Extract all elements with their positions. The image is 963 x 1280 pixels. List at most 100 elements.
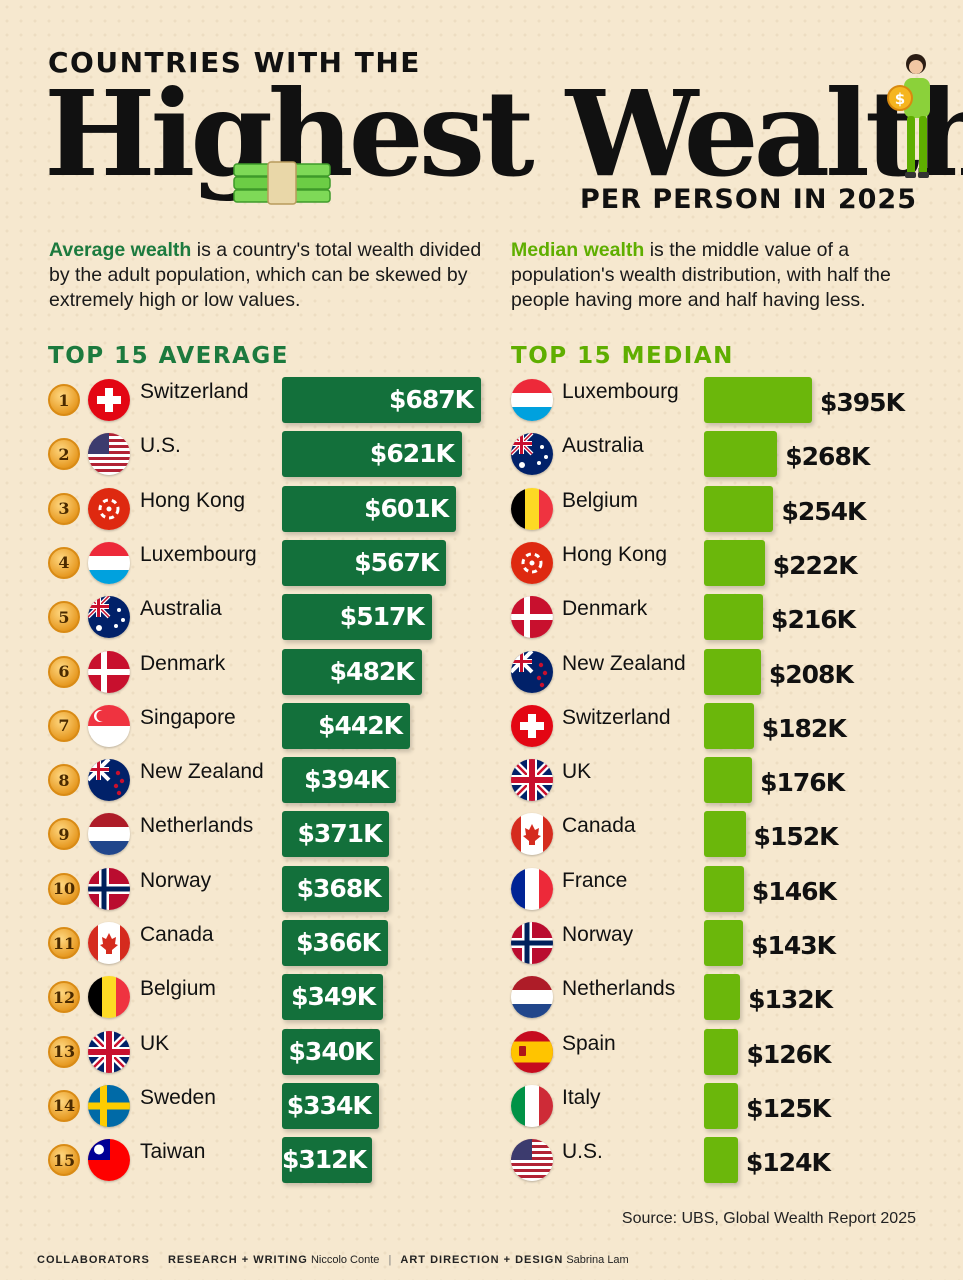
country-label: New Zealand	[140, 760, 264, 784]
flag-hk-icon	[88, 487, 130, 530]
rank-badge: 1	[48, 384, 80, 416]
research-name: Niccolo Conte	[310, 1254, 380, 1266]
rank-badge: 5	[48, 601, 80, 634]
bar	[282, 1137, 373, 1184]
flag-it-icon	[511, 1084, 553, 1127]
research-label: RESEARCH + WRITING	[167, 1254, 308, 1266]
value-label: $126K	[746, 1039, 831, 1069]
country-label: U.S.	[140, 434, 181, 458]
value-label: $687K	[389, 385, 474, 414]
country-label: Singapore	[140, 705, 236, 729]
value-label: $312K	[282, 1145, 367, 1175]
source-note: Source: UBS, Global Wealth Report 2025	[621, 1210, 916, 1227]
country-label: Norway	[140, 868, 212, 892]
country-label: Norway	[562, 923, 634, 946]
flag-ch-icon	[88, 379, 130, 421]
value-label: $395K	[820, 388, 905, 417]
chart-row: 6 Denmark $482K	[48, 647, 488, 701]
country-label: Hong Kong	[140, 488, 246, 512]
average-section-title: TOP 15 AVERAGE	[48, 343, 289, 369]
average-wealth-description: Average wealth is a country's total weal…	[49, 238, 489, 313]
chart-row: Spain $126K	[511, 1027, 931, 1081]
country-label: Sweden	[140, 1085, 216, 1109]
bar	[282, 431, 462, 478]
country-label: Canada	[562, 814, 636, 838]
flag-tw-icon	[88, 1139, 130, 1182]
value-label: $132K	[748, 985, 833, 1015]
rank-badge: 8	[48, 764, 80, 797]
chart-row: 15 Taiwan $312K	[48, 1135, 488, 1189]
bar	[704, 594, 764, 641]
flag-uk-icon	[511, 759, 553, 802]
country-label: Belgium	[562, 488, 638, 512]
value-label: $517K	[339, 602, 425, 632]
bar	[704, 811, 746, 858]
flag-dk-icon	[88, 650, 130, 693]
median-wealth-term: Median wealth	[511, 239, 645, 261]
chart-row: 13 UK $340K	[48, 1027, 488, 1081]
person-holding-coin-icon: $	[887, 54, 930, 178]
flag-be-icon	[88, 976, 130, 1019]
rank-badge: 9	[48, 818, 80, 851]
country-label: New Zealand	[562, 651, 686, 675]
average-wealth-definition: is a country's total wealth divided by t…	[49, 239, 482, 311]
flag-ch-icon	[511, 704, 553, 747]
chart-row: 3 Hong Kong $601K	[48, 484, 488, 538]
median-wealth-description: Median wealth is the middle value of a p…	[511, 238, 951, 313]
value-label: $567K	[354, 547, 439, 577]
country-label: Switzerland	[562, 705, 671, 729]
chart-row: Australia $268K	[511, 429, 931, 483]
page-title: Highest Wealth	[44, 64, 963, 203]
value-label: $366K	[296, 928, 381, 957]
country-label: Denmark	[140, 651, 226, 675]
flag-be-icon	[511, 487, 553, 530]
chart-row: 2 U.S. $621K	[48, 429, 488, 483]
flag-us-icon	[511, 1139, 553, 1182]
value-label: $601K	[364, 493, 449, 523]
bar	[704, 648, 761, 695]
flag-uk-icon	[88, 1030, 130, 1073]
country-label: Italy	[562, 1085, 601, 1109]
value-label: $340K	[288, 1036, 374, 1066]
bar	[704, 485, 774, 532]
chart-row: 9 Netherlands $371K	[48, 809, 488, 863]
country-label: Luxembourg	[562, 380, 679, 403]
chart-row: Denmark $216K	[511, 592, 931, 646]
bar	[704, 377, 812, 423]
bar	[282, 702, 411, 749]
country-label: Australia	[140, 597, 222, 621]
bar	[282, 485, 457, 532]
country-label: Netherlands	[140, 814, 254, 838]
value-label: $254K	[781, 496, 866, 526]
flag-lu-icon	[511, 379, 553, 421]
flag-hk-icon	[511, 541, 553, 584]
flag-no-icon	[511, 922, 553, 964]
flag-dk-icon	[511, 596, 553, 639]
flag-au-icon	[88, 596, 130, 639]
country-label: Belgium	[140, 977, 216, 1001]
chart-row: Canada $152K	[511, 809, 931, 863]
bar	[704, 431, 778, 478]
chart-row: 4 Luxembourg $567K	[48, 538, 488, 592]
country-label: Denmark	[562, 597, 648, 621]
flag-lu-icon	[88, 541, 130, 584]
bar	[704, 865, 744, 912]
bar	[282, 865, 389, 912]
country-label: Switzerland	[140, 380, 249, 403]
chart-row: 7 Singapore $442K	[48, 701, 488, 755]
country-label: Canada	[140, 923, 214, 946]
country-label: Netherlands	[562, 977, 676, 1001]
collaborators-label: COLLABORATORS	[37, 1254, 150, 1266]
chart-row: U.S. $124K	[511, 1135, 931, 1189]
bar	[282, 648, 422, 695]
value-label: $143K	[751, 931, 836, 960]
bar	[282, 811, 390, 858]
bar	[282, 377, 481, 423]
flag-no-icon	[88, 867, 130, 910]
country-label: Luxembourg	[140, 542, 257, 566]
rank-badge: 2	[48, 438, 80, 471]
chart-row: Luxembourg $395K	[511, 375, 931, 429]
flag-ca-icon	[511, 813, 553, 856]
bar	[282, 974, 384, 1021]
value-label: $182K	[761, 713, 847, 743]
